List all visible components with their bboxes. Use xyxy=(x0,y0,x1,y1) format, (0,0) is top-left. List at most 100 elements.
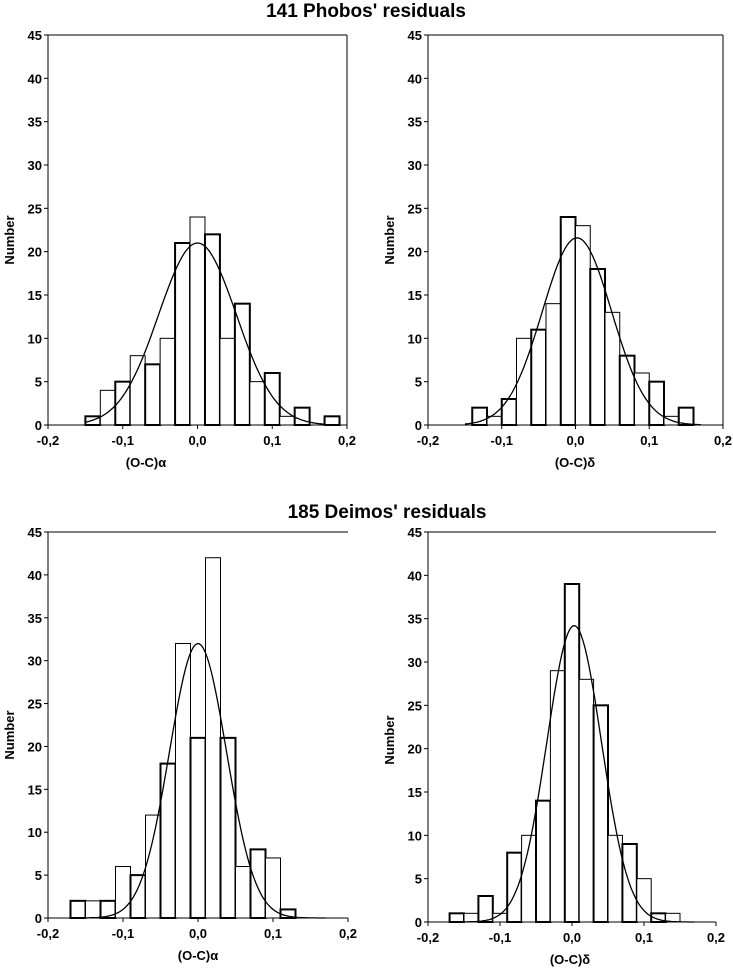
histogram-bar xyxy=(99,899,117,919)
phobos-title: 141 Phobos' residuals xyxy=(266,1,466,22)
y-tick-label: 20 xyxy=(408,742,422,757)
y-tick-label: 45 xyxy=(408,28,422,43)
y-tick-label: 45 xyxy=(28,525,42,540)
x-axis-label: (O-C)α xyxy=(126,455,166,470)
histogram-panels: 0 5 10 15 20 25 30 35 40 45 -0,2 -0,1 0,0 0,1 0,2 (O-C)… xyxy=(2,28,732,967)
histogram-bar xyxy=(578,678,595,923)
deimos-title: 185 Deimos' residuals xyxy=(288,502,487,523)
histogram-bar xyxy=(618,354,636,426)
histogram-bar xyxy=(175,643,191,919)
y-tick-label: 45 xyxy=(408,525,422,540)
y-tick-label: 15 xyxy=(28,288,42,303)
y-tick-label: 5 xyxy=(415,872,422,887)
x-tick-label: -0,1 xyxy=(491,433,513,448)
histogram-bar xyxy=(129,874,147,919)
x-tick-label: 0,1 xyxy=(263,433,281,448)
histogram-bar xyxy=(115,866,131,919)
x-tick-label: 0,0 xyxy=(563,930,581,945)
y-tick-label: 10 xyxy=(28,825,42,840)
y-tick-label: 40 xyxy=(28,71,42,86)
x-axis-label: (O-C)δ xyxy=(555,455,595,470)
histogram-bar xyxy=(145,814,161,919)
x-tick-label: 0,0 xyxy=(566,433,584,448)
x-tick-label: 0,1 xyxy=(264,926,282,941)
histogram-bar xyxy=(249,381,266,426)
gaussian-fit-curve xyxy=(85,642,326,919)
gaussian-fit-curve xyxy=(464,625,695,923)
histogram-bar xyxy=(205,557,221,919)
x-tick-label: 0,0 xyxy=(189,926,207,941)
histogram-bar xyxy=(634,372,650,426)
y-tick-label: 45 xyxy=(28,28,42,43)
y-tick-label: 10 xyxy=(408,331,422,346)
y-tick-label: 30 xyxy=(408,655,422,670)
y-tick-label: 40 xyxy=(408,71,422,86)
x-axis-label: (O-C)δ xyxy=(550,952,590,967)
x-tick-label: 0,1 xyxy=(640,433,658,448)
histogram-bar xyxy=(159,337,176,426)
histogram-bar xyxy=(189,216,206,426)
x-tick-label: -0,1 xyxy=(112,433,134,448)
histogram-panel-1: 0 5 10 15 20 25 30 35 40 45 -0,2 -0,1 0,0 0,1 0,2 (O-C)… xyxy=(2,28,356,470)
y-tick-label: 10 xyxy=(408,828,422,843)
x-tick-label: -0,1 xyxy=(489,930,511,945)
histogram-bar xyxy=(189,736,207,919)
histogram-bar xyxy=(174,242,192,426)
gaussian-fit-curve xyxy=(85,242,325,425)
y-tick-label: 20 xyxy=(28,739,42,754)
y-tick-label: 30 xyxy=(28,654,42,669)
x-tick-label: 0,2 xyxy=(339,926,357,941)
histogram-bar xyxy=(506,851,523,924)
histogram-bar xyxy=(323,415,341,427)
x-tick-label: 0,1 xyxy=(635,930,653,945)
histogram-bar xyxy=(500,398,518,426)
y-tick-label: 40 xyxy=(408,568,422,583)
y-tick-label: 0 xyxy=(35,911,42,926)
y-tick-label: 15 xyxy=(408,785,422,800)
histogram-bar xyxy=(648,380,665,426)
histogram-bar xyxy=(263,372,281,426)
histogram-bar xyxy=(235,866,251,919)
y-axis-label: Number xyxy=(2,710,17,759)
histogram-bar xyxy=(448,912,466,923)
histogram-bar xyxy=(219,337,236,426)
histogram-bar xyxy=(85,900,101,919)
histogram-bar xyxy=(203,233,221,426)
histogram-bar xyxy=(69,899,87,919)
x-tick-label: 0,2 xyxy=(338,433,356,448)
y-tick-label: 20 xyxy=(28,245,42,260)
histogram-bar xyxy=(129,355,146,426)
y-tick-label: 35 xyxy=(408,115,422,130)
y-tick-label: 35 xyxy=(28,115,42,130)
y-tick-label: 20 xyxy=(408,245,422,260)
histogram-panel-4: 0 5 10 15 20 25 30 35 40 45 -0,2 -0,1 0,0 0,1 0,2 (O-C)… xyxy=(382,525,725,967)
histogram-panel-3: 0 5 10 15 20 25 30 35 40 45 -0,2 -0,1 0,0 0,1 0,2 (O-C)… xyxy=(2,525,357,963)
histogram-bar xyxy=(463,912,479,923)
x-tick-label: -0,2 xyxy=(417,930,439,945)
gaussian-fit-curve xyxy=(464,237,701,426)
y-tick-label: 5 xyxy=(35,868,42,883)
histogram-bar xyxy=(279,415,296,426)
histogram-bar xyxy=(530,328,547,426)
x-tick-label: 0,0 xyxy=(188,433,206,448)
histogram-bar xyxy=(677,406,695,426)
y-tick-label: 0 xyxy=(415,418,422,433)
y-tick-label: 30 xyxy=(408,158,422,173)
y-tick-label: 25 xyxy=(28,201,42,216)
histogram-bar xyxy=(219,736,237,919)
y-tick-label: 15 xyxy=(408,288,422,303)
histogram-bar xyxy=(233,302,251,426)
histogram-bar xyxy=(265,857,281,919)
histogram-bar xyxy=(575,225,591,426)
histogram-bar xyxy=(249,848,267,920)
histogram-bar xyxy=(293,406,311,426)
y-tick-label: 35 xyxy=(28,611,42,626)
y-tick-label: 15 xyxy=(28,782,42,797)
x-tick-label: -0,2 xyxy=(37,926,59,941)
y-tick-label: 0 xyxy=(415,915,422,930)
y-tick-label: 25 xyxy=(408,201,422,216)
y-tick-label: 5 xyxy=(415,375,422,390)
y-axis-label: Number xyxy=(2,215,17,264)
y-tick-label: 35 xyxy=(408,612,422,627)
histogram-panel-2: 0 5 10 15 20 25 30 35 40 45 -0,2 -0,1 0,0 0,1 0,2 (O-C)… xyxy=(382,28,732,470)
